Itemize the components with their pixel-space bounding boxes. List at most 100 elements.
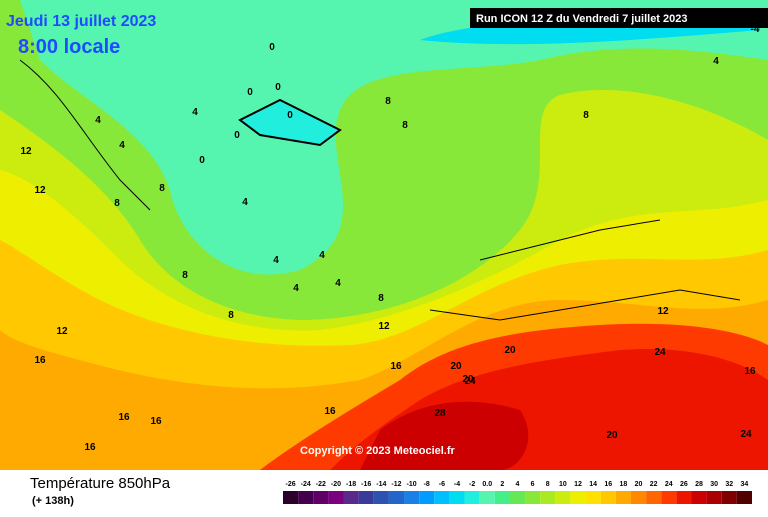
legend-swatch [404,491,420,504]
legend-swatch [449,491,465,504]
legend-swatch [283,491,299,504]
contour-label: 4 [119,140,125,151]
legend-swatch [600,491,616,504]
run-info: Run ICON 12 Z du Vendredi 7 juillet 2023 [476,13,688,25]
legend-swatch [736,491,752,504]
contour-label: 0 [287,110,293,121]
contour-label: 0 [275,82,281,93]
legend-swatch [555,491,571,504]
legend: -26 -24 -22 -20 -18 -16 -14 -12 -10 -8 -6 -4 -2 0.0 2 4… [283,481,752,504]
contour-label: 16 [390,361,402,372]
footer-lead: (+ 138h) [32,495,74,507]
contour-label: 8 [182,270,188,281]
legend-label: 16 [604,481,612,488]
legend-label: 22 [650,481,658,488]
legend-swatch [509,491,526,504]
legend-label: 8 [546,481,550,488]
contour-label: 16 [744,366,756,377]
contour-label: 16 [118,412,130,423]
contour-label: 4 [335,278,341,289]
legend-swatch [464,491,480,504]
contour-label: 24 [464,376,476,387]
contour-label: 28 [434,408,446,419]
contour-label: 20 [462,374,474,385]
legend-label: 26 [680,481,688,488]
contour-label: 24 [740,429,752,440]
legend-label: 6 [531,481,535,488]
legend-swatch [434,491,450,504]
legend-swatch [646,491,662,504]
contour-label: 0 [234,130,240,141]
legend-swatch [570,491,586,504]
contour-label: 0 [199,155,205,166]
run-box [470,8,768,28]
legend-label: -2 [469,481,475,488]
contour-label: 12 [657,306,669,317]
zone-0 [238,98,342,147]
legend-label: 28 [695,481,703,488]
legend-swatch [691,491,707,504]
legend-label: -14 [376,481,386,488]
legend-label: -6 [439,481,445,488]
legend-swatch [494,491,510,504]
contour-label: 4 [713,56,719,67]
contour-label: 0 [247,87,253,98]
contour-label: 4 [242,197,248,208]
legend-swatch [630,491,647,504]
contour-label: 8 [402,120,408,131]
contour-label: 4 [273,255,279,266]
contour-label: 12 [34,185,46,196]
copyright: Copyright © 2023 Meteociel.fr [300,445,456,457]
contour-label: 4 [192,107,198,118]
legend-label: -12 [391,481,401,488]
contour-label: 12 [20,146,32,157]
legend-label: -16 [361,481,371,488]
legend-label: 4 [516,481,520,488]
contour-label: 8 [228,310,234,321]
legend-swatch [373,491,389,504]
legend-swatch [479,491,495,504]
contour-label: 16 [324,406,336,417]
legend-swatch [419,491,435,504]
contour-label: 20 [606,430,618,441]
legend-label: 24 [665,481,673,488]
contour-label: 16 [150,416,162,427]
contour-label: 12 [378,321,390,332]
legend-swatch [525,491,541,504]
contour-label: 0 [269,42,275,53]
legend-swatch [298,491,314,504]
legend-label: -26 [286,481,296,488]
zone-2 [20,0,768,275]
contour-label: 8 [114,198,120,209]
footer-title: Température 850hPa [30,475,171,492]
contour-label: 8 [583,110,589,121]
contour-label: 4 [319,250,325,261]
contour-label: 4 [293,283,299,294]
date: Jeudi 13 juillet 2023 [6,13,156,30]
legend-label: 20 [635,481,643,488]
legend-label: -24 [301,481,311,488]
legend-swatch [313,491,329,504]
coastlines [19,59,741,321]
legend-label: 14 [589,481,597,488]
contour-label: 8 [159,183,165,194]
legend-label: -22 [316,481,326,488]
legend-swatch [388,491,405,504]
legend-swatch [585,491,601,504]
legend-swatch [676,491,692,504]
legend-label: -4 [454,481,460,488]
contour-label: 20 [504,345,516,356]
contour-label: 8 [378,293,384,304]
legend-label: 34 [741,481,749,488]
legend-swatch [661,491,677,504]
contour-label: 24 [654,347,666,358]
legend-swatch [358,491,374,504]
legend-label: 30 [710,481,718,488]
legend-label: -18 [346,481,356,488]
legend-swatch [343,491,359,504]
legend-label: 2 [500,481,504,488]
legend-swatch [706,491,722,504]
legend-label: 10 [559,481,567,488]
legend-swatch [540,491,556,504]
